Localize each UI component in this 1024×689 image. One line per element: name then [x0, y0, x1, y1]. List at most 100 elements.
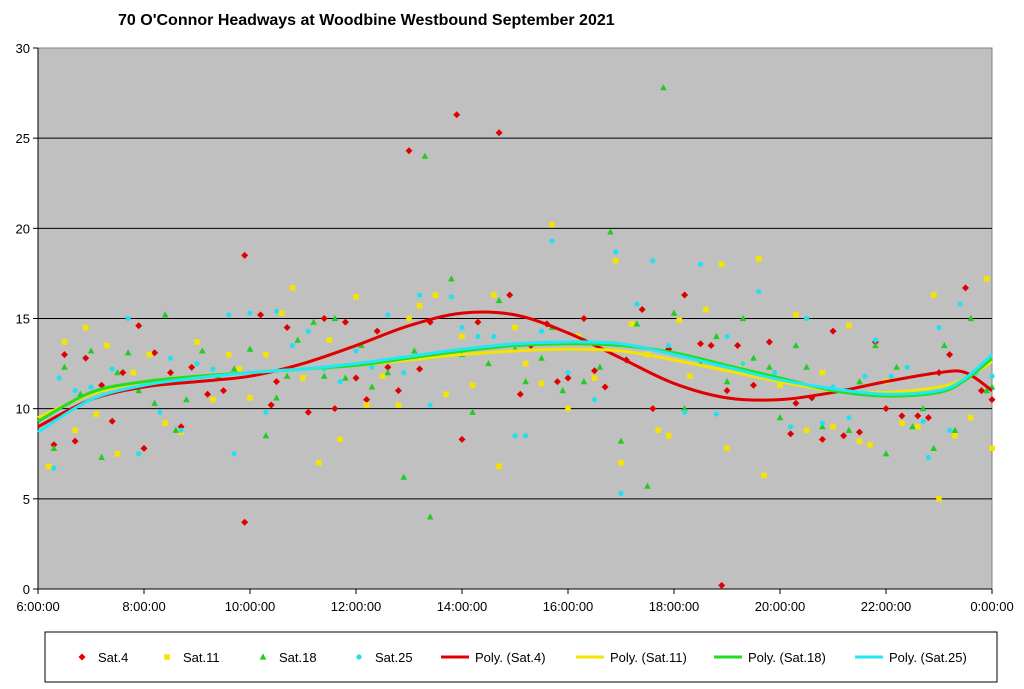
data-point — [98, 381, 106, 389]
data-point — [941, 341, 948, 349]
data-point — [72, 388, 78, 394]
trendline-poly-sat-18 — [37, 342, 993, 423]
data-point — [793, 312, 799, 318]
data-point — [989, 445, 995, 452]
data-point — [591, 397, 598, 403]
data-point — [379, 373, 386, 380]
data-point — [167, 355, 174, 361]
data-point — [634, 301, 640, 307]
data-point — [119, 369, 127, 377]
data-point — [337, 379, 343, 385]
data-point — [416, 365, 424, 373]
data-point — [872, 341, 879, 349]
data-point — [172, 426, 180, 433]
data-point — [453, 111, 461, 119]
data-point — [819, 423, 826, 430]
data-point — [565, 405, 571, 412]
data-point — [257, 311, 265, 319]
data-point — [724, 445, 730, 452]
data-point — [432, 292, 439, 298]
x-axis-ticks: 6:00:00 8:00:00 10:00:00 12:00:00 14:00:00 16… — [16, 589, 1014, 614]
data-point — [82, 324, 89, 331]
data-point — [549, 221, 555, 228]
data-point — [564, 374, 572, 382]
data-point — [607, 228, 614, 235]
data-point — [756, 288, 762, 295]
data-point — [109, 366, 115, 372]
data-point — [665, 432, 672, 439]
data-point — [676, 317, 683, 324]
data-point — [247, 310, 253, 316]
data-point — [469, 408, 476, 415]
data-point — [882, 405, 890, 413]
data-point — [924, 414, 932, 422]
data-point — [267, 401, 275, 409]
data-point — [660, 84, 667, 91]
data-point — [353, 348, 359, 354]
series-sat-11 — [45, 221, 995, 502]
data-point — [946, 351, 954, 359]
y-tick-label: 0 — [23, 582, 30, 597]
data-point — [538, 354, 545, 361]
data-point — [750, 354, 757, 361]
data-point — [448, 275, 455, 282]
data-point — [638, 305, 646, 313]
legend: Sat.4 Sat.11 Sat.18 Sat.25 Poly. (Sat.4) Poly… — [44, 631, 998, 683]
data-point — [952, 432, 958, 439]
data-point — [247, 395, 253, 401]
data-point — [962, 284, 969, 292]
data-point — [777, 382, 783, 389]
data-point — [739, 314, 747, 322]
data-point — [977, 387, 985, 395]
data-point — [666, 342, 672, 349]
data-point — [612, 257, 619, 264]
data-point — [61, 339, 68, 345]
data-point — [818, 435, 826, 443]
data-point — [682, 409, 688, 415]
data-point — [899, 420, 905, 426]
data-point — [236, 366, 243, 372]
data-point — [792, 341, 800, 349]
legend-marker — [164, 654, 170, 660]
data-point — [61, 363, 68, 370]
data-point — [50, 444, 58, 451]
legend-marker — [78, 653, 86, 661]
data-point — [792, 399, 800, 407]
data-point — [341, 318, 349, 326]
legend-label: Sat.11 — [183, 650, 220, 665]
data-point — [87, 347, 95, 354]
data-point — [427, 402, 433, 408]
data-point — [734, 342, 742, 350]
data-point — [803, 427, 810, 434]
data-point — [523, 433, 529, 439]
data-point — [766, 363, 773, 370]
data-point — [703, 306, 709, 313]
data-point — [888, 373, 894, 379]
data-point — [787, 430, 795, 438]
data-point — [862, 373, 868, 379]
data-point — [512, 433, 518, 439]
data-point — [649, 405, 657, 413]
data-point — [263, 351, 269, 358]
data-point — [71, 437, 79, 445]
data-point — [633, 320, 641, 327]
data-point — [988, 396, 996, 404]
data-point — [553, 378, 561, 386]
data-point — [93, 411, 100, 417]
data-point — [474, 318, 482, 326]
legend-label: Poly. (Sat.4) — [475, 650, 546, 665]
data-point — [644, 482, 651, 489]
data-point — [426, 513, 434, 520]
data-point — [756, 256, 762, 262]
data-point — [909, 423, 916, 430]
data-point — [443, 391, 449, 398]
data-point — [723, 387, 731, 395]
x-tick-label: 20:00:00 — [755, 599, 806, 614]
data-point — [241, 251, 249, 259]
data-point — [263, 409, 269, 415]
data-point — [316, 459, 322, 466]
x-tick-label: 18:00:00 — [649, 599, 700, 614]
data-point — [373, 327, 381, 335]
data-point — [459, 333, 465, 340]
legend-box — [44, 631, 998, 683]
